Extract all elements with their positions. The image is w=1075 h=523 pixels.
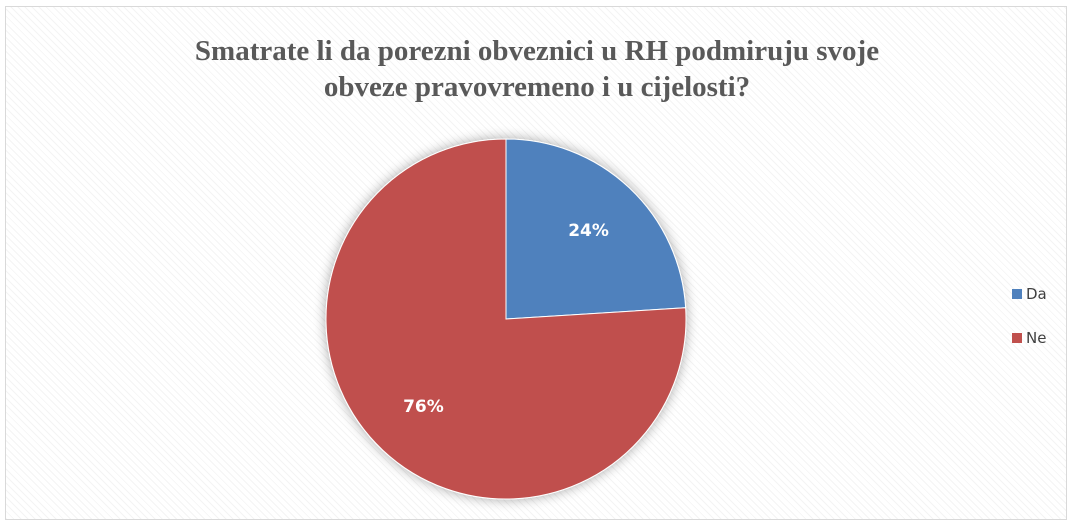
legend-label-da: Da — [1026, 285, 1047, 303]
legend-item-da: Da — [1012, 282, 1047, 306]
pie-slice-da — [505, 138, 687, 320]
chart-title-line-2: obveze pravovremeno i u cijelosti? — [323, 71, 751, 103]
legend: Da Ne — [1012, 282, 1047, 370]
legend-swatch-ne — [1012, 333, 1022, 343]
data-label-ne: 76% — [403, 397, 444, 417]
legend-item-ne: Ne — [1012, 326, 1047, 350]
chart-title: Smatrate li da porezni obveznici u RH po… — [6, 33, 1068, 105]
pie-slice-ne — [325, 138, 687, 500]
chart-title-line-1: Smatrate li da porezni obveznici u RH po… — [194, 35, 880, 67]
legend-swatch-da — [1012, 289, 1022, 299]
data-label-da: 24% — [568, 221, 609, 241]
legend-label-ne: Ne — [1026, 329, 1047, 347]
